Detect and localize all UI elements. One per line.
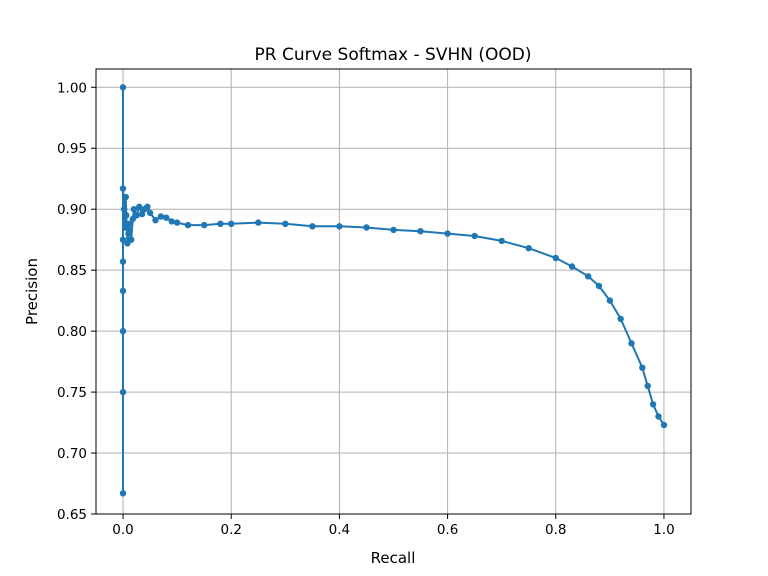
pr-curve-point <box>173 219 181 226</box>
pr-curve-point <box>184 221 192 229</box>
plot-area-frame <box>95 68 692 515</box>
pr-curve-point <box>119 185 127 192</box>
pr-curve-point <box>255 219 262 226</box>
y-axis-label: Precision <box>23 258 41 325</box>
x-axis-label: Recall <box>371 549 416 567</box>
x-tick-label: 0.0 <box>112 522 133 538</box>
pr-curve-point <box>585 273 592 280</box>
y-tick-label: 0.90 <box>57 202 87 218</box>
pr-curve-point <box>228 220 235 227</box>
pr-curve-point <box>163 214 170 221</box>
pr-curve-point <box>122 224 129 231</box>
pr-curve-point <box>130 206 138 213</box>
grid-lines <box>96 69 691 515</box>
x-tick-label: 0.4 <box>329 522 350 538</box>
x-tick-label: 1.0 <box>653 522 674 538</box>
pr-curve-point <box>525 245 532 252</box>
y-tick-label: 1.00 <box>57 80 87 96</box>
pr-curve-point <box>309 223 316 230</box>
pr-curve-point <box>119 258 127 265</box>
y-axis-ticks: 0.65 0.70 0.75 0.80 0.85 0.90 0.95 1.00 <box>57 80 96 523</box>
pr-curve-point <box>498 237 505 245</box>
pr-curve-point <box>628 340 635 347</box>
pr-curve-point <box>336 223 343 230</box>
pr-curve-point <box>152 217 159 224</box>
pr-curve-point <box>282 220 289 227</box>
pr-curve-point <box>363 224 370 231</box>
chart-title: PR Curve Softmax - SVHN (OOD) <box>255 45 532 65</box>
pr-curve-point <box>568 263 576 270</box>
pr-curve-point <box>201 221 208 229</box>
pr-curve-point <box>136 203 143 210</box>
series-layer <box>119 84 668 497</box>
pr-curve-point <box>119 327 127 335</box>
y-tick-label: 0.65 <box>57 507 87 523</box>
x-tick-label: 0.6 <box>437 522 458 538</box>
pr-curve-point <box>552 254 559 262</box>
y-tick-label: 0.70 <box>57 446 87 462</box>
pr-curve-point <box>128 236 135 243</box>
x-tick-label: 0.8 <box>545 522 566 538</box>
pr-curve-point <box>617 315 624 323</box>
y-tick-label: 0.75 <box>57 385 87 401</box>
pr-curve-point <box>144 203 151 210</box>
x-axis-ticks: 0.0 0.2 0.4 0.6 0.8 1.0 <box>112 514 675 538</box>
pr-curve-point <box>123 212 130 219</box>
pr-curve-point <box>120 206 128 213</box>
pr-curve-point <box>119 388 127 396</box>
pr-curve-point <box>126 220 133 227</box>
pr-curve-point <box>119 490 127 497</box>
x-tick-label: 0.2 <box>220 522 241 538</box>
pr-curve-point <box>606 297 614 304</box>
pr-curve-point <box>649 401 657 408</box>
pr-curve-point <box>444 230 451 237</box>
pr-curve-point <box>122 193 129 201</box>
pr-curve-point <box>138 210 146 218</box>
pr-curve-point <box>390 226 397 234</box>
pr-curve-point <box>417 228 424 235</box>
pr-curve-point <box>168 218 175 225</box>
pr-curve-point <box>119 236 127 243</box>
pr-curve-point <box>133 212 140 219</box>
pr-curve-point <box>125 230 132 237</box>
pr-curve-point <box>146 209 154 217</box>
pr-curve-point <box>119 287 127 295</box>
pr-curve-point <box>471 232 478 240</box>
pr-curve-point <box>119 84 127 91</box>
pr-curve-point <box>655 413 662 420</box>
pr-curve-point <box>639 364 646 371</box>
pr-curve-point <box>595 282 603 290</box>
y-tick-label: 0.80 <box>57 324 87 340</box>
y-tick-label: 0.95 <box>57 141 87 157</box>
y-tick-label: 0.85 <box>57 263 87 279</box>
pr-curve-point <box>157 213 165 220</box>
pr-curve-point <box>217 220 224 227</box>
pr-curve-point <box>644 382 651 390</box>
pr-curve-point <box>660 421 668 429</box>
